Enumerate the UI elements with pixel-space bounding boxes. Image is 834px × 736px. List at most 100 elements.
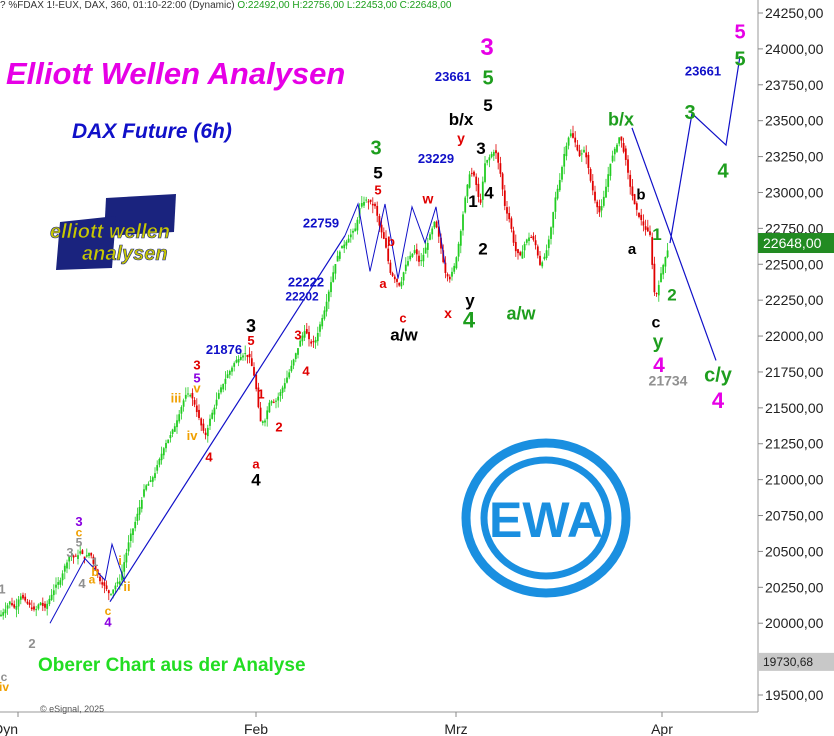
wave-sketch [49,542,126,624]
flag-shape-left [56,216,116,270]
candle-body [48,598,51,605]
candle-body [550,227,552,239]
candle-body [523,243,526,251]
candle-body [4,609,7,614]
candle-body [330,282,332,293]
candle-body [356,219,359,231]
candle-body [407,261,409,266]
candle-body [499,163,502,174]
candle-body [226,374,229,378]
candle-body [387,248,390,262]
y-tick-label: 20750,00 [765,508,824,524]
candle-body [539,255,541,265]
candle-body [486,159,489,163]
candle-body [259,407,262,422]
candle-body [297,348,299,355]
candle-body [77,555,79,559]
candle-body [380,224,383,233]
wave-label: 23661 [435,69,471,84]
candle-body [587,154,590,169]
wave-label: 2 [275,419,282,434]
candle-body [90,552,93,556]
projection-line [669,55,741,244]
y-tick-label: 21250,00 [765,436,824,452]
wave-label: 4 [712,388,725,413]
candle-body [451,271,453,277]
wave-label: c [105,604,112,618]
last-price-box [758,233,834,254]
candle-body [613,148,616,155]
candle-body [530,237,533,239]
wave-label: 1 [652,225,661,244]
candle-body [242,355,244,358]
candle-body [382,232,385,239]
candle-body [101,582,104,585]
candle-body [15,605,18,610]
candle-body [279,392,282,396]
candle-body [638,212,640,218]
wave-label: 2 [667,285,676,304]
candle-body [182,400,185,407]
candle-body [88,552,90,557]
candle-body [200,418,203,426]
candle-body [266,410,269,420]
candle-body [81,550,84,555]
candle-body [231,367,233,372]
candle-body [325,301,328,312]
candle-body [204,432,207,435]
wave-label: 24406 [702,0,744,2]
candle-body [55,584,57,588]
candle-body [332,272,335,282]
candle-body [517,249,519,254]
candle-body [519,252,522,256]
candle-body [475,176,478,185]
candle-body [11,603,13,606]
candle-body [605,186,607,198]
candle-body [591,181,594,191]
chart-header: ? %FDAX 1!-EUX, DAX, 360, 01:10-22:00 (D… [0,0,451,11]
candle-body [143,489,145,497]
candle-body [270,401,273,404]
candle-body [171,429,174,434]
candle-body [347,238,350,243]
candle-body [578,150,581,157]
chart-note: Oberer Chart aus der Analyse [38,655,306,676]
candle-body [556,188,559,199]
candle-body [30,607,33,610]
wave-label: 5 [734,49,745,71]
candle-body [492,152,495,156]
candle-body [303,331,306,338]
wave-label: 4 [302,363,310,378]
candle-body [316,333,319,342]
candle-body [343,244,346,249]
wave-label: c [1,670,8,684]
wave-labels: 2440655236613435236615b/xy323229412yx4a/… [0,0,746,694]
candle-body [508,212,511,220]
candle-body [105,585,108,590]
marker-price-label: 19730,68 [763,655,813,669]
candle-body [666,250,669,258]
candle-body [657,285,660,296]
wave-label: v [193,381,201,396]
marker-price-box [758,652,834,671]
candle-body [248,353,251,358]
candle-body [468,174,471,188]
candle-body [59,580,62,585]
candle-body [422,254,425,262]
wave-label: 4 [484,183,494,202]
candle-body [277,396,280,401]
candle-body [24,596,27,601]
wave-label: 5 [483,96,492,115]
candle-body [275,400,277,402]
wave-label: 5 [373,163,382,182]
candle-body [506,207,508,214]
candle-body [598,206,601,213]
y-tick-label: 20500,00 [765,543,824,559]
candle-body [457,243,460,257]
candle-body [68,556,71,562]
candle-body [63,565,66,572]
candle-body [156,465,159,471]
last-price-label: 22648,00 [763,235,822,251]
candle-body [341,245,343,249]
candle-body [22,594,24,599]
